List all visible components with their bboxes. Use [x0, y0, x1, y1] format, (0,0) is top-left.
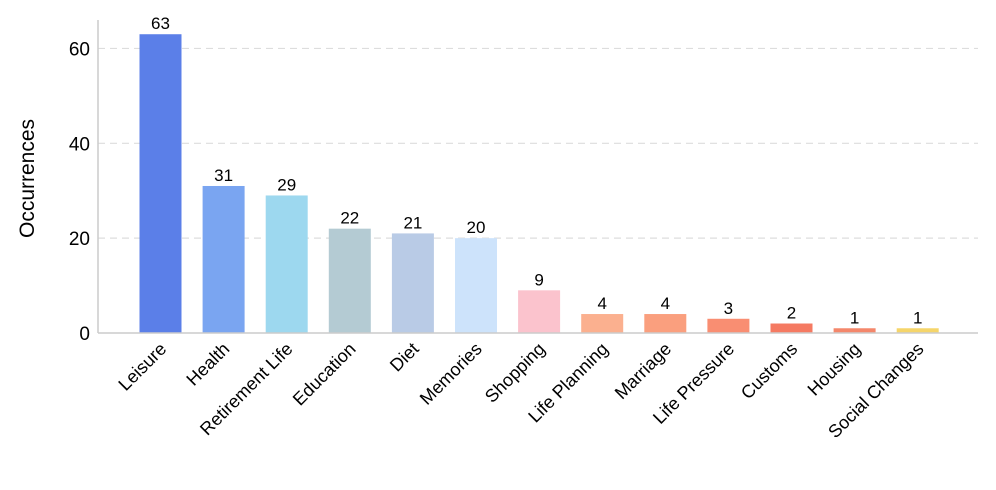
category-label: Education [289, 339, 360, 410]
bar-value-label: 3 [724, 299, 733, 318]
bar-value-label: 22 [340, 209, 359, 228]
y-tick-labels: 0 20 40 60 [69, 39, 90, 345]
bar [391, 233, 434, 333]
bar [202, 185, 245, 333]
y-tick-label: 0 [79, 324, 90, 345]
y-tick-label: 40 [69, 134, 90, 155]
category-label: Customs [737, 339, 801, 403]
category-label: Leisure [114, 339, 170, 395]
bar [644, 314, 687, 333]
category-label: Marriage [611, 339, 675, 403]
bar [707, 318, 750, 333]
bar [581, 314, 624, 333]
bar [139, 34, 182, 334]
category-label: Housing [804, 339, 865, 400]
category-label: Shopping [481, 339, 549, 407]
bar-value-label: 29 [277, 175, 296, 194]
grid-lines [98, 47, 978, 239]
bar-value-label: 21 [403, 213, 422, 232]
bar-value-label: 31 [214, 166, 233, 185]
bars [139, 34, 939, 334]
bar-value-label: 63 [151, 14, 170, 33]
bar-value-label: 4 [597, 294, 606, 313]
bar [833, 328, 876, 333]
bar [896, 328, 939, 333]
bar-value-label: 1 [913, 308, 922, 327]
bar-value-label: 2 [787, 304, 796, 323]
category-label: Health [182, 339, 233, 390]
bar [455, 238, 497, 333]
y-tick-label: 20 [69, 229, 90, 250]
bar-value-label: 9 [534, 270, 543, 289]
y-axis-title: Occurrences [16, 119, 39, 238]
bar-value-label: 1 [850, 308, 859, 327]
bar-value-label: 4 [661, 294, 670, 313]
category-label: Memories [416, 339, 486, 409]
bar [518, 290, 561, 333]
bar [328, 228, 371, 333]
category-label: Diet [386, 339, 423, 376]
bar-value-label: 20 [467, 218, 486, 237]
axes [97, 20, 978, 334]
y-tick-label: 60 [69, 39, 90, 60]
bar [770, 323, 813, 333]
bar [265, 195, 308, 333]
